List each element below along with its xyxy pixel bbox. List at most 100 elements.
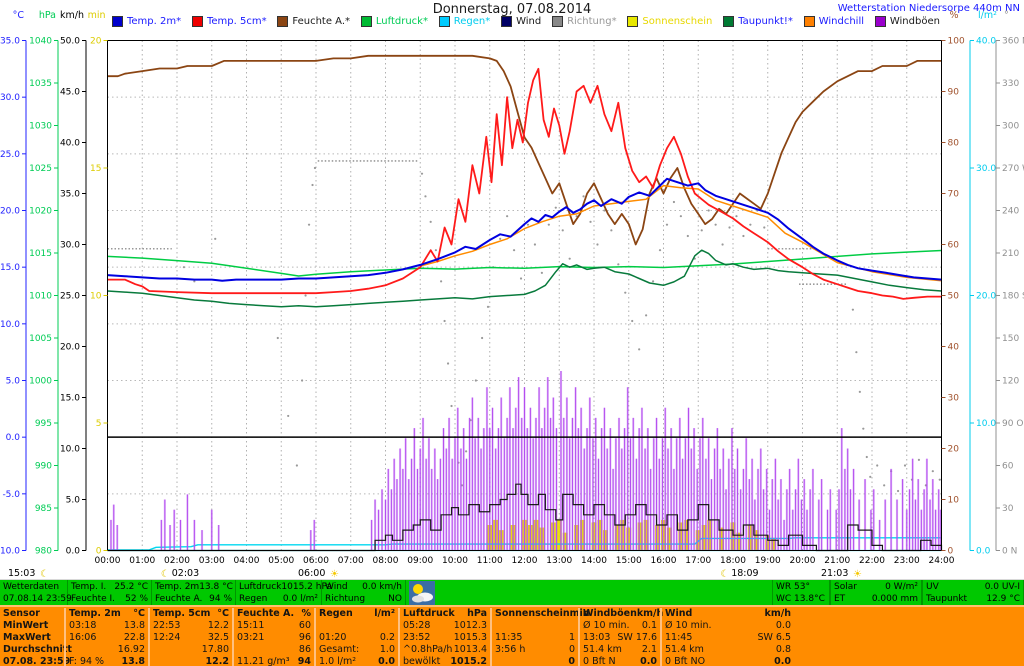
svg-text:20: 20	[90, 37, 102, 47]
station-name: Wetterstation Niedersorpe 440m NN	[837, 3, 1020, 14]
svg-text:1015: 1015	[29, 249, 52, 259]
status-cell: WR 53° WC 13.8°C	[772, 580, 830, 606]
svg-text:19:00: 19:00	[755, 556, 781, 566]
svg-text:☾: ☾	[161, 569, 170, 578]
svg-text:0: 0	[948, 547, 954, 557]
table-col-feuchte-a-: Feuchte A.% 15:11 60 03:21 96 86 11.21 g/m³ 94	[232, 608, 314, 666]
svg-text:10: 10	[948, 496, 960, 506]
svg-text:20.0: 20.0	[0, 207, 20, 217]
svg-text:30: 30	[948, 394, 960, 404]
svg-text:°C: °C	[13, 10, 25, 21]
svg-text:5.0: 5.0	[6, 377, 21, 387]
svg-text:985: 985	[35, 504, 52, 514]
svg-text:06:00: 06:00	[298, 568, 325, 578]
svg-text:01:00: 01:00	[129, 556, 155, 566]
svg-text:11:00: 11:00	[477, 556, 503, 566]
weather-chart-plot: -10.0 -5.0 0.0 5.0 10.0 15.0 20.0 25.0 30.0 35.0 °…	[0, 10, 1024, 578]
table-col-windb-en: Windböen km/h Ø 10 min. 0.1 13:03 SW 17.6 51.4…	[578, 608, 663, 666]
svg-text:45.0: 45.0	[60, 88, 80, 98]
svg-text:10.0: 10.0	[0, 320, 20, 330]
svg-text:20: 20	[948, 445, 960, 455]
legend-label: Temp. 5cm*	[206, 16, 267, 27]
svg-text:18:00: 18:00	[720, 556, 746, 566]
svg-text:☾: ☾	[720, 569, 729, 578]
legend-label: Wind	[516, 16, 542, 27]
svg-text:05:00: 05:00	[268, 556, 294, 566]
status-cell: Luftdruck 1015.2 hPa Regen 0.0 l/m²	[236, 580, 332, 606]
svg-text:0: 0	[96, 547, 102, 557]
svg-text:270 W: 270 W	[1002, 164, 1024, 174]
legend-label: Regen*	[453, 16, 491, 27]
svg-text:1035: 1035	[29, 79, 52, 89]
svg-text:40.0: 40.0	[60, 139, 80, 149]
windchill-swatch-icon	[803, 16, 815, 27]
svg-text:-10.0: -10.0	[0, 547, 20, 557]
svg-text:60: 60	[948, 241, 960, 251]
table-col-temp-2m: Temp. 2m °C 03:18 13.8 16:06 22.8 16.92 F: 94 %…	[64, 608, 148, 666]
legend-item-temp-5cm: Temp. 5cm*	[191, 16, 267, 27]
chart-legend: Temp. 2m* Temp. 5cm* Feuchte A.* Luftdruck*…	[112, 16, 940, 27]
svg-text:15:00: 15:00	[616, 556, 642, 566]
legend-item-taupunkt: Taupunkt!*	[723, 16, 793, 27]
table-col-temp-5cm: Temp. 5cm °C 22:53 12.2 12:24 32.5 17.80 12.2	[148, 608, 232, 666]
svg-text:980: 980	[35, 547, 52, 557]
svg-text:17:00: 17:00	[685, 556, 711, 566]
svg-text:1030: 1030	[29, 122, 52, 132]
svg-text:995: 995	[35, 419, 52, 429]
temp-5cm-swatch-icon	[191, 16, 203, 27]
svg-text:360 N: 360 N	[1002, 37, 1024, 47]
svg-text:100: 100	[948, 37, 965, 47]
legend-item-windchill: Windchill	[803, 16, 864, 27]
svg-text:km/h: km/h	[60, 10, 84, 21]
legend-label: Windböen	[889, 16, 940, 27]
legend-label: Taupunkt!*	[738, 16, 793, 27]
svg-text:08:00: 08:00	[373, 556, 399, 566]
svg-text:90 O: 90 O	[1002, 419, 1023, 429]
legend-item-sonnenschein: Sonnenschein	[627, 16, 712, 27]
svg-text:25.0: 25.0	[60, 292, 80, 302]
svg-text:20.0: 20.0	[60, 343, 80, 353]
svg-text:30.0: 30.0	[0, 93, 20, 103]
legend-item-wind: Wind	[501, 16, 541, 27]
svg-text:0.0: 0.0	[66, 547, 81, 557]
svg-text:80: 80	[948, 139, 960, 149]
table-col-luftdruck: Luftdruck hPa 05:28 1012.3 23:52 1015.3 ^0.8hP…	[398, 608, 490, 666]
svg-text:1005: 1005	[29, 334, 52, 344]
svg-text:240: 240	[1002, 207, 1019, 217]
svg-text:300: 300	[1002, 122, 1019, 132]
legend-item-temp-2m: Temp. 2m*	[112, 16, 181, 27]
svg-text:00:00: 00:00	[95, 556, 121, 566]
svg-text:0.0: 0.0	[976, 547, 991, 557]
legend-label: Sonnenschein	[642, 16, 713, 27]
svg-text:1010: 1010	[29, 292, 52, 302]
svg-text:10:00: 10:00	[442, 556, 468, 566]
svg-text:07:00: 07:00	[338, 556, 364, 566]
wind-swatch-icon	[501, 16, 513, 27]
svg-text:10.0: 10.0	[60, 445, 80, 455]
svg-text:35.0: 35.0	[0, 37, 20, 47]
svg-text:180 S: 180 S	[1002, 292, 1024, 302]
svg-text:02:00: 02:00	[164, 556, 190, 566]
table-col-regen: Regen l/m² 01:20 0.2 Gesamt: 1.0 1.0 l/m² 0.0	[314, 608, 398, 666]
svg-text:15.0: 15.0	[60, 394, 80, 404]
svg-text:5: 5	[96, 419, 102, 429]
svg-text:15:03: 15:03	[8, 568, 35, 578]
page-title: Donnerstag, 07.08.2014	[432, 2, 592, 17]
svg-text:20.0: 20.0	[976, 292, 996, 302]
svg-text:09:00: 09:00	[407, 556, 433, 566]
svg-text:03:00: 03:00	[199, 556, 225, 566]
legend-label: Feuchte A.*	[292, 16, 351, 27]
svg-text:14:00: 14:00	[581, 556, 607, 566]
svg-text:☀: ☀	[853, 569, 862, 578]
legend-item-luftdruck: Luftdruck*	[360, 16, 428, 27]
regen-swatch-icon	[438, 16, 450, 27]
svg-text:1000: 1000	[29, 377, 52, 387]
status-cell: UV 0.0 UV-I Taupunkt 12.9 °C	[922, 580, 1024, 606]
legend-label: Temp. 2m*	[127, 16, 182, 27]
svg-text:70: 70	[948, 190, 960, 200]
svg-text:30: 30	[1002, 504, 1014, 514]
status-cell: Solar 0 W/m² ET 0.000 mm	[830, 580, 922, 606]
svg-text:16:00: 16:00	[651, 556, 677, 566]
svg-text:150: 150	[1002, 334, 1019, 344]
